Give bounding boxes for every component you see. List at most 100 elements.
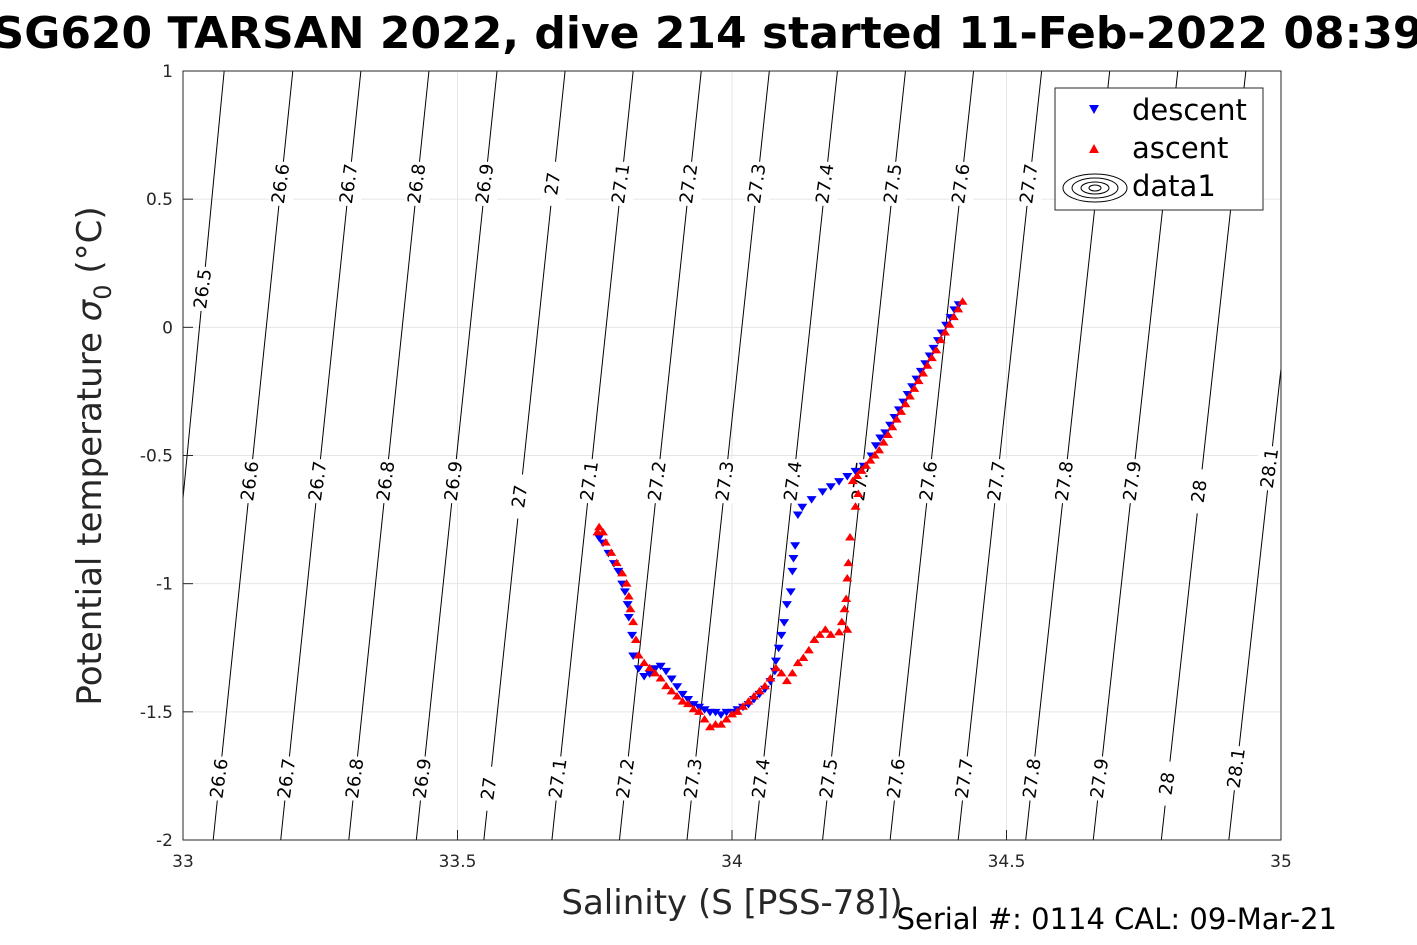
descent-point: [788, 555, 799, 563]
ascent-point: [948, 312, 959, 321]
contour-label-background: [207, 756, 232, 801]
contour-label-background: [781, 459, 806, 504]
ascent-point: [845, 533, 856, 541]
descent-point: [817, 488, 828, 496]
contour-label: 28: [1188, 479, 1212, 505]
ascent-point: [721, 715, 732, 723]
ascent-point: [776, 668, 787, 677]
ascent-point: [847, 476, 858, 485]
contour-label-background: [884, 756, 909, 801]
contour-label-background: [441, 459, 466, 504]
descent-point: [785, 588, 796, 596]
ascent-point: [732, 707, 743, 715]
ascent-point: [770, 663, 781, 672]
contour-label-background: [985, 459, 1010, 504]
chart-title: SG620 TARSAN 2022, dive 214 started 11-F…: [0, 8, 1417, 59]
contour-label-background: [1155, 761, 1180, 806]
ascent-point: [900, 399, 911, 408]
ascent-point: [852, 471, 863, 480]
ascent-point: [633, 650, 644, 659]
ascent-point: [825, 630, 836, 638]
ascent-point: [655, 674, 666, 682]
contour-label-background: [1257, 446, 1282, 491]
ascent-point: [874, 445, 885, 454]
descent-point: [790, 542, 801, 550]
descent-point: [627, 631, 638, 640]
ascent-point: [737, 702, 748, 710]
descent-point: [806, 496, 817, 504]
contour-label-background: [1052, 459, 1077, 504]
descent-point: [850, 467, 861, 476]
data-points: [592, 297, 968, 731]
descent-point: [639, 672, 650, 681]
contour-label-background: [577, 459, 602, 504]
descent-point: [699, 706, 710, 714]
ascent-point: [699, 715, 710, 723]
contour-label-background: [1020, 756, 1045, 801]
ascent-point: [839, 604, 850, 613]
legend-ascent-marker: [1089, 144, 1099, 153]
ascent-point: [621, 579, 632, 587]
ascent-point: [623, 591, 634, 600]
contour-label-background: [306, 459, 331, 504]
ascent-point: [787, 668, 798, 677]
ascent-point: [683, 699, 694, 708]
descent-point: [666, 675, 677, 684]
contour-label-background: [952, 756, 977, 801]
ascent-point: [953, 304, 964, 313]
descent-point: [655, 662, 666, 671]
ascent-point: [820, 625, 831, 633]
ascent-point: [918, 368, 929, 377]
contour-label-background: [713, 459, 738, 504]
y-axis-label-symbol: σ: [70, 298, 110, 321]
contour-label-background: [881, 161, 906, 206]
y-tick-label: -0.5: [140, 447, 173, 467]
contour-label-background: [1224, 746, 1249, 791]
ascent-point: [896, 407, 907, 415]
descent-point: [773, 644, 784, 653]
ascent-point: [882, 430, 893, 438]
ascent-point: [594, 522, 605, 531]
contour-label-background: [813, 161, 838, 206]
contour-label-background: [275, 756, 300, 801]
x-tick-label: 35: [1270, 852, 1292, 872]
ascent-point: [694, 707, 705, 715]
ascent-point: [628, 617, 639, 626]
x-tick-label: 33.5: [439, 852, 477, 872]
legend-data1-label: data1: [1132, 169, 1216, 203]
contour-label-background: [546, 756, 571, 801]
contour-label-background: [1120, 459, 1145, 504]
descent-point: [770, 657, 781, 666]
descent-point: [672, 683, 683, 691]
descent-point: [623, 613, 634, 622]
contour-label-background: [1017, 161, 1042, 206]
descent-point: [619, 588, 630, 596]
y-tick-label: 0: [162, 318, 173, 338]
ascent-point: [727, 709, 737, 718]
ascent-point: [814, 630, 825, 638]
ascent-point: [860, 461, 871, 469]
descent-point: [705, 708, 716, 717]
contour-label-background: [677, 161, 702, 206]
contour-label-background: [477, 766, 502, 811]
descent-point: [661, 667, 672, 676]
ascent-point: [926, 353, 937, 362]
ascent-point: [625, 604, 636, 613]
ascent-point: [834, 627, 845, 636]
ascent-point: [850, 502, 861, 510]
contour-label-background: [337, 161, 362, 206]
contour-label-background: [473, 161, 498, 206]
legend-ascent-label: ascent: [1132, 131, 1228, 165]
descent-point: [594, 534, 605, 543]
contour-label-background: [609, 161, 634, 206]
contour-label-background: [749, 756, 774, 801]
ascent-point: [887, 422, 898, 431]
ascent-point: [909, 384, 920, 392]
ascent-point: [856, 466, 867, 474]
contour-label-background: [541, 161, 566, 206]
descent-point: [633, 665, 644, 673]
descent-point: [797, 503, 808, 512]
ascent-point: [957, 297, 968, 305]
contour-label: 27: [541, 171, 565, 197]
